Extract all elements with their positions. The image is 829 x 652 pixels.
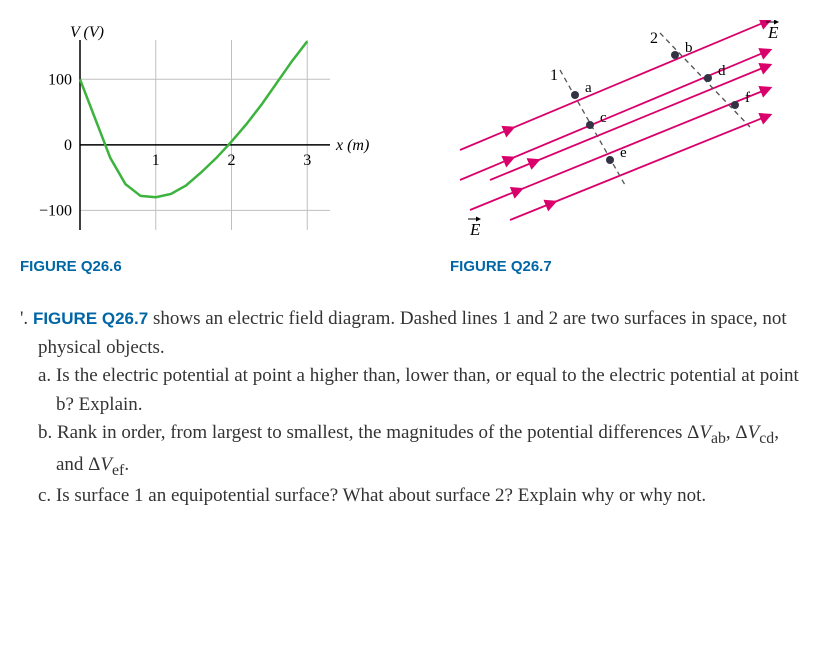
- sub2: cd: [759, 430, 774, 447]
- prefix-c: c.: [38, 485, 56, 506]
- svg-text:V (V): V (V): [70, 24, 104, 41]
- v2: V: [748, 422, 760, 443]
- svg-text:a: a: [585, 80, 592, 96]
- diagram-q26-7: 1 2 a b c d e f E E: [450, 20, 790, 250]
- svg-text:1: 1: [550, 67, 558, 84]
- chart-q26-6: −100 0 100 1 2 3 V (V) x (m): [20, 20, 390, 250]
- svg-text:2: 2: [650, 30, 658, 47]
- figure-caption-2: FIGURE Q26.7: [450, 258, 790, 275]
- text-c: Is surface 1 an equipotential surface? W…: [56, 485, 706, 506]
- svg-text:x (m): x (m): [335, 137, 369, 154]
- figure-caption-1: FIGURE Q26.6: [20, 258, 390, 275]
- svg-text:c: c: [600, 110, 607, 126]
- svg-text:0: 0: [64, 137, 72, 154]
- figures-row: −100 0 100 1 2 3 V (V) x (m) FIGURE Q26.6 1 2 a b c…: [20, 20, 809, 275]
- svg-text:b: b: [685, 40, 693, 56]
- hanging-dot: '.: [20, 308, 33, 329]
- intro-text: shows an electric field diagram. Dashed …: [38, 308, 787, 358]
- figure-q26-7: 1 2 a b c d e f E E FIGURE Q26.7: [450, 20, 790, 275]
- svg-text:E: E: [469, 220, 481, 239]
- svg-text:100: 100: [48, 71, 72, 88]
- sub1: ab: [711, 430, 726, 447]
- svg-text:−100: −100: [39, 202, 72, 219]
- text-b1: Rank in order, from largest to smallest,…: [57, 422, 699, 443]
- question-c: c. Is surface 1 an equipotential surface…: [38, 482, 809, 511]
- sub3: ef: [112, 461, 124, 478]
- figure-q26-6: −100 0 100 1 2 3 V (V) x (m) FIGURE Q26.6: [20, 20, 390, 275]
- svg-text:f: f: [745, 90, 750, 106]
- question-a: a. Is the electric potential at point a …: [38, 362, 809, 419]
- svg-text:1: 1: [152, 152, 160, 169]
- end-b: .: [124, 454, 129, 475]
- question-block: '. FIGURE Q26.7 shows an electric field …: [20, 305, 809, 511]
- svg-text:E: E: [767, 23, 779, 42]
- svg-text:2: 2: [228, 152, 236, 169]
- svg-text:d: d: [718, 63, 726, 79]
- sep1: , Δ: [726, 422, 748, 443]
- question-intro: '. FIGURE Q26.7 shows an electric field …: [20, 305, 809, 362]
- v3: V: [100, 454, 112, 475]
- text-a: Is the electric potential at point a hig…: [56, 365, 799, 415]
- figure-ref: FIGURE Q26.7: [33, 309, 148, 328]
- prefix-a: a.: [38, 365, 56, 386]
- question-b: b. Rank in order, from largest to smalle…: [38, 419, 809, 482]
- v1: V: [699, 422, 711, 443]
- svg-text:e: e: [620, 145, 627, 161]
- svg-text:3: 3: [303, 152, 311, 169]
- prefix-b: b.: [38, 422, 57, 443]
